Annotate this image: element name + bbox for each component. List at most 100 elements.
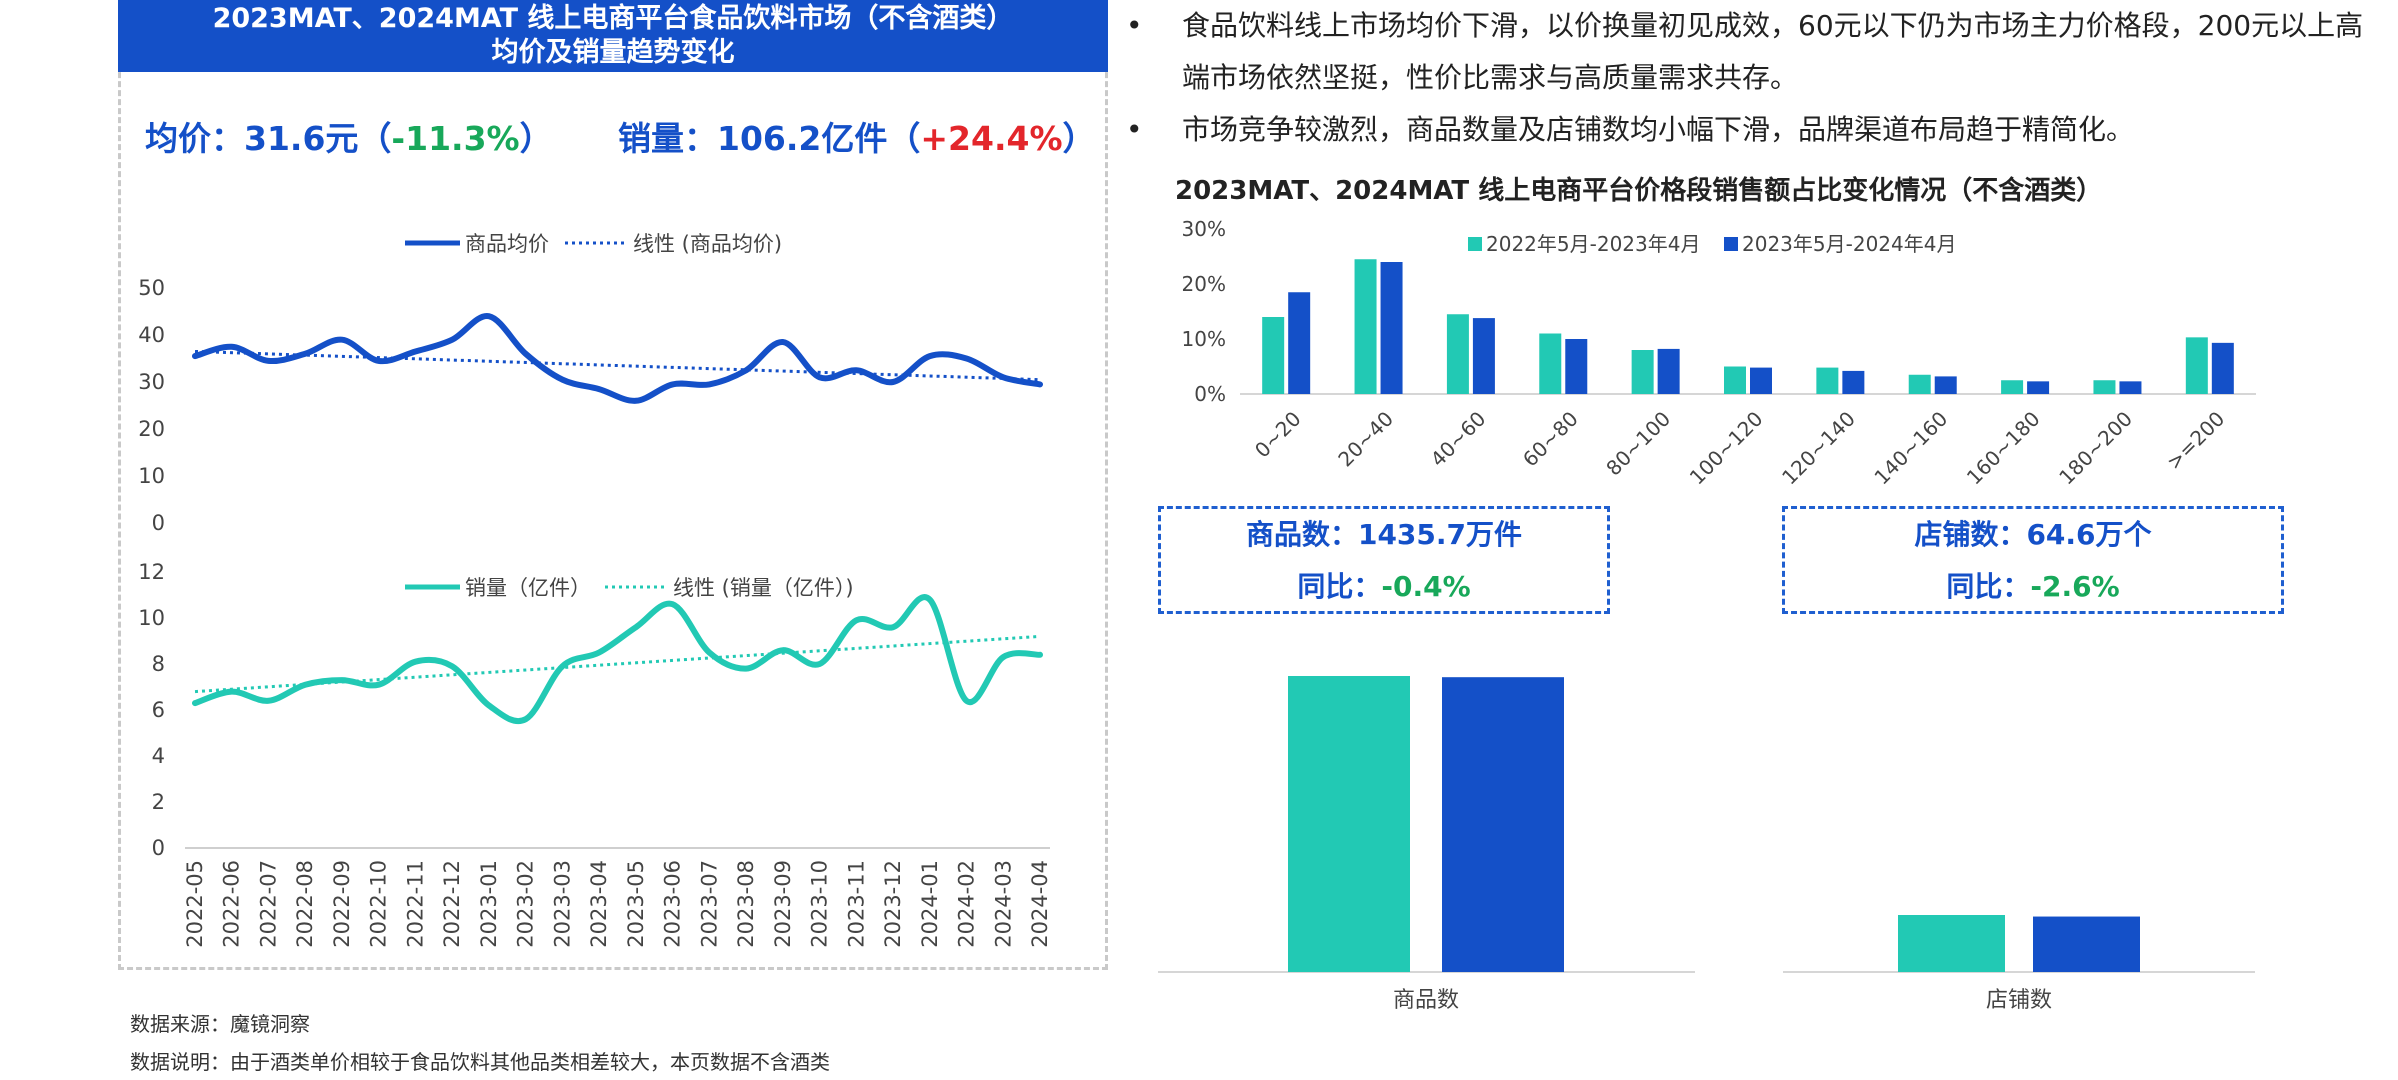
band-bar-2-4: [1657, 348, 1680, 394]
band-bar-1-6: [1816, 367, 1839, 394]
left-panel: [118, 0, 1108, 970]
band-ytick-2: 20%: [1182, 272, 1226, 296]
bullet-item-1: • 食品饮料线上市场均价下滑，以价换量初见成效，60元以下仍为市场主力价格段，2…: [1120, 0, 2390, 104]
x-tick-15: 2023-08: [734, 860, 758, 948]
sales-ytick-4: 8: [152, 652, 165, 676]
x-tick-13: 2023-06: [661, 860, 685, 948]
goods-stores-bar-charts: 商品数 店铺数: [1158, 676, 2255, 1013]
band-xtick-8: 160~180: [1962, 407, 2045, 490]
sales-ytick-6: 12: [138, 560, 165, 584]
kpi-goods-yoy-value: -0.4%: [1381, 570, 1471, 603]
price-ytick-1: 10: [138, 464, 165, 488]
left-title-line2: 均价及销量趋势变化: [491, 37, 735, 68]
band-bar-2-3: [1565, 339, 1588, 394]
band-xtick-10: >=200: [2162, 407, 2230, 475]
x-tick-4: 2022-09: [330, 860, 354, 948]
x-tick-6: 2022-11: [403, 860, 427, 948]
sales-ytick-0: 0: [152, 836, 165, 860]
price-legend-series: 商品均价: [465, 232, 549, 256]
x-tick-20: 2024-01: [918, 860, 942, 948]
band-bar-1-4: [1631, 350, 1654, 394]
band-bar-2-8: [2027, 381, 2050, 394]
band-xtick-4: 80~100: [1601, 407, 1675, 481]
kpi-sales: 销量：106.2亿件（+24.4%）: [618, 112, 1096, 160]
price-band-chart-title: 2023MAT、2024MAT 线上电商平台价格段销售额占比变化情况（不含酒类）: [1175, 176, 2103, 206]
sales-ytick-1: 2: [152, 790, 165, 814]
band-legend-1: 2022年5月-2023年4月: [1486, 232, 1700, 256]
x-tick-11: 2023-04: [587, 860, 611, 948]
x-tick-17: 2023-10: [808, 860, 832, 948]
x-tick-12: 2023-05: [624, 860, 648, 948]
footnote-source: 数据来源：魔镜洞察: [130, 1012, 310, 1036]
kpi-price: 均价：31.6元（-11.3%）: [145, 112, 553, 160]
x-tick-1: 2022-06: [220, 860, 244, 948]
band-bar-2-0: [1288, 292, 1311, 394]
price-ytick-4: 40: [138, 323, 165, 347]
stores-category: 店铺数: [1986, 988, 2052, 1013]
band-bar-2-7: [1934, 376, 1957, 394]
band-bar-1-3: [1539, 333, 1562, 394]
kpi-goods-yoy: 同比：-0.4%: [1161, 561, 1607, 613]
kpi-sales-change: +24.4%: [920, 119, 1063, 158]
band-legend-swatch-2: [1724, 237, 1738, 251]
band-bar-1-0: [1262, 317, 1285, 394]
price-legend-trend: 线性 (商品均价): [633, 232, 782, 256]
band-ytick-1: 10%: [1182, 327, 1226, 351]
kpi-sales-prefix: 销量：106.2亿件（: [618, 119, 921, 158]
left-line-charts: 0 10 20 30 40 50 商品均价 线性 (商品均价) 0 2 4 6 8 10 12 销量（亿件） 线…: [138, 232, 1052, 948]
band-bar-2-2: [1472, 318, 1495, 394]
sales-ytick-5: 10: [138, 606, 165, 630]
band-xtick-1: 20~40: [1333, 407, 1398, 472]
kpi-stores-yoy-prefix: 同比：: [1946, 570, 2031, 603]
kpi-box-stores: 店铺数：64.6万个 同比：-2.6%: [1782, 506, 2284, 614]
band-xtick-2: 40~60: [1426, 407, 1491, 472]
kpi-goods-count: 商品数：1435.7万件: [1245, 518, 1523, 551]
goods-bar-2: [1442, 677, 1564, 972]
goods-category: 商品数: [1393, 988, 1459, 1013]
x-tick-5: 2022-10: [367, 860, 391, 948]
band-xtick-3: 60~80: [1518, 407, 1583, 472]
band-bar-2-9: [2119, 381, 2142, 394]
left-title-line1: 2023MAT、2024MAT 线上电商平台食品饮料市场（不含酒类）: [212, 3, 1014, 34]
band-bar-1-10: [2185, 337, 2208, 394]
x-tick-18: 2023-11: [844, 860, 868, 948]
x-tick-10: 2023-03: [550, 860, 574, 948]
x-tick-3: 2022-08: [293, 860, 317, 948]
x-tick-2: 2022-07: [256, 860, 280, 948]
band-bar-1-8: [2001, 380, 2024, 394]
sales-legend-trend: 线性 (销量（亿件）): [673, 576, 854, 600]
band-bar-1-2: [1446, 314, 1469, 394]
x-tick-21: 2024-02: [955, 860, 979, 948]
left-title-bar: 2023MAT、2024MAT 线上电商平台食品饮料市场（不含酒类） 均价及销量…: [118, 0, 1108, 72]
band-xtick-9: 180~200: [2054, 407, 2137, 490]
x-tick-23: 2024-04: [1028, 860, 1052, 948]
sales-legend-series: 销量（亿件）: [465, 576, 591, 600]
footnote-note: 数据说明：由于酒类单价相较于食品饮料其他品类相差较大，本页数据不含酒类: [130, 1050, 830, 1074]
kpi-sales-suffix: ）: [1062, 119, 1096, 158]
sales-ytick-2: 4: [152, 744, 165, 768]
price-ytick-2: 20: [138, 417, 165, 441]
x-tick-19: 2023-12: [881, 860, 905, 948]
x-tick-9: 2023-02: [514, 860, 538, 948]
band-ytick-3: 30%: [1182, 217, 1226, 241]
price-ytick-0: 0: [152, 511, 165, 535]
kpi-goods-yoy-prefix: 同比：: [1297, 570, 1382, 603]
band-xtick-7: 140~160: [1869, 407, 1952, 490]
sales-ytick-3: 6: [152, 698, 165, 722]
kpi-stores-yoy: 同比：-2.6%: [1785, 561, 2281, 613]
bullet-text-1: 食品饮料线上市场均价下滑，以价换量初见成效，60元以下仍为市场主力价格段，200…: [1182, 9, 2364, 94]
bullet-dot-1: •: [1126, 9, 1143, 42]
stores-bar-2: [2033, 916, 2140, 972]
band-bar-2-1: [1380, 262, 1403, 394]
band-bar-2-10: [2211, 342, 2234, 394]
price-ytick-3: 30: [138, 370, 165, 394]
band-bar-1-5: [1724, 366, 1746, 394]
band-bar-2-6: [1842, 370, 1865, 394]
band-bar-1-1: [1354, 259, 1377, 394]
band-xtick-0: 0~20: [1250, 407, 1306, 463]
kpi-stores-count: 店铺数：64.6万个: [1914, 518, 2152, 551]
band-ytick-0: 0%: [1194, 382, 1226, 406]
band-legend-swatch-1: [1468, 237, 1482, 251]
x-tick-0: 2022-05: [183, 860, 207, 948]
sales-series-line: [192, 594, 1043, 725]
